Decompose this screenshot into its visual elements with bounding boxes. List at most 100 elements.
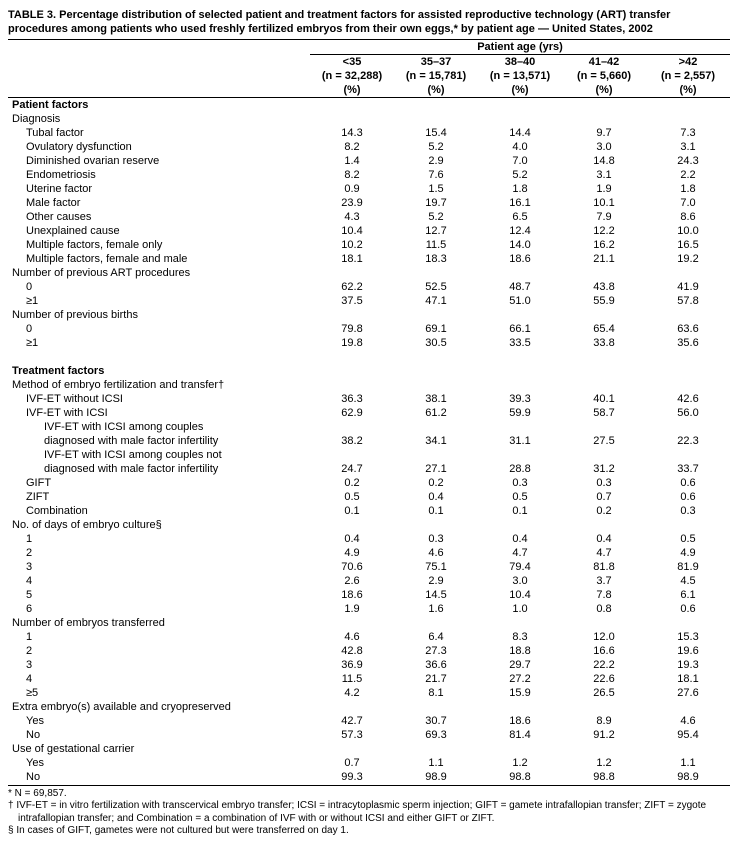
row-label: Combination — [8, 504, 310, 518]
cell-value — [478, 742, 562, 756]
cell-value: 1.0 — [478, 602, 562, 616]
cell-value: 1.2 — [478, 756, 562, 770]
cell-value: 1.1 — [646, 756, 730, 770]
col-n: (n = 32,288) — [310, 69, 394, 83]
cell-value: 4.5 — [646, 574, 730, 588]
cell-value: 6.4 — [394, 630, 478, 644]
cell-value: 98.8 — [562, 770, 646, 784]
cell-value — [562, 112, 646, 126]
cell-value: 0.1 — [394, 504, 478, 518]
row-label: Ovulatory dysfunction — [8, 140, 310, 154]
cell-value — [478, 266, 562, 280]
cell-value — [562, 308, 646, 322]
cell-value: 30.7 — [394, 714, 478, 728]
cell-value: 0.5 — [478, 490, 562, 504]
table-row: 336.936.629.722.219.3 — [8, 658, 730, 672]
cell-value: 0.7 — [562, 490, 646, 504]
cell-value: 16.6 — [562, 644, 646, 658]
row-label: 3 — [8, 560, 310, 574]
row-label: 0 — [8, 280, 310, 294]
table-row: GIFT0.20.20.30.30.6 — [8, 476, 730, 490]
col-pct: (%) — [562, 83, 646, 98]
col-pct: (%) — [478, 83, 562, 98]
cell-value: 0.6 — [646, 602, 730, 616]
cell-value: 15.4 — [394, 126, 478, 140]
cell-value: 51.0 — [478, 294, 562, 308]
cell-value: 81.4 — [478, 728, 562, 742]
cell-value: 8.3 — [478, 630, 562, 644]
table-row: diagnosed with male factor infertility24… — [8, 462, 730, 476]
cell-value: 28.8 — [478, 462, 562, 476]
table-row: ≥137.547.151.055.957.8 — [8, 294, 730, 308]
cell-value: 48.7 — [478, 280, 562, 294]
cell-value: 9.7 — [562, 126, 646, 140]
cell-value: 1.9 — [562, 182, 646, 196]
table-row: 518.614.510.47.86.1 — [8, 588, 730, 602]
cell-value: 42.6 — [646, 392, 730, 406]
row-label: Endometriosis — [8, 168, 310, 182]
cell-value: 12.7 — [394, 224, 478, 238]
cell-value: 41.9 — [646, 280, 730, 294]
cell-value: 27.1 — [394, 462, 478, 476]
cell-value: 3.1 — [562, 168, 646, 182]
cell-value — [478, 700, 562, 714]
row-label: Treatment factors — [8, 364, 310, 378]
cell-value: 0.1 — [310, 504, 394, 518]
cell-value: 47.1 — [394, 294, 478, 308]
cell-value: 10.4 — [310, 224, 394, 238]
cell-value: 57.3 — [310, 728, 394, 742]
row-label: ≥1 — [8, 336, 310, 350]
row-label: Uterine factor — [8, 182, 310, 196]
cell-value: 19.8 — [310, 336, 394, 350]
cell-value: 0.5 — [310, 490, 394, 504]
cell-value: 98.8 — [478, 770, 562, 784]
cell-value: 38.2 — [310, 434, 394, 448]
cell-value — [478, 97, 562, 112]
cell-value: 19.3 — [646, 658, 730, 672]
cell-value: 3.1 — [646, 140, 730, 154]
cell-value — [310, 378, 394, 392]
cell-value — [394, 616, 478, 630]
cell-value: 35.6 — [646, 336, 730, 350]
row-label: Patient factors — [8, 97, 310, 112]
col-pct: (%) — [310, 83, 394, 98]
table-row: No99.398.998.898.898.9 — [8, 770, 730, 784]
row-label: No. of days of embryo culture§ — [8, 518, 310, 532]
table-row: 062.252.548.743.841.9 — [8, 280, 730, 294]
row-label: 6 — [8, 602, 310, 616]
cell-value — [310, 616, 394, 630]
cell-value: 57.8 — [646, 294, 730, 308]
cell-value: 10.1 — [562, 196, 646, 210]
cell-value — [562, 448, 646, 462]
row-label: Number of previous ART procedures — [8, 266, 310, 280]
table-title: TABLE 3. Percentage distribution of sele… — [8, 8, 730, 37]
table-row: 14.66.48.312.015.3 — [8, 630, 730, 644]
cell-value: 0.2 — [562, 504, 646, 518]
cell-value — [310, 518, 394, 532]
cell-value: 1.2 — [562, 756, 646, 770]
cell-value: 7.0 — [478, 154, 562, 168]
row-label: 5 — [8, 588, 310, 602]
table-row: No. of days of embryo culture§ — [8, 518, 730, 532]
table-row: IVF-ET with ICSI among couples — [8, 420, 730, 434]
row-label: Multiple factors, female and male — [8, 252, 310, 266]
cell-value: 2.9 — [394, 154, 478, 168]
cell-value: 4.6 — [394, 546, 478, 560]
col-age: 35–37 — [394, 54, 478, 69]
row-label: 2 — [8, 546, 310, 560]
table-row — [8, 350, 730, 364]
cell-value: 40.1 — [562, 392, 646, 406]
col-pct: (%) — [646, 83, 730, 98]
cell-value: 21.1 — [562, 252, 646, 266]
cell-value — [478, 448, 562, 462]
col-pct: (%) — [394, 83, 478, 98]
cell-value — [394, 742, 478, 756]
cell-value: 11.5 — [394, 238, 478, 252]
cell-value — [646, 742, 730, 756]
table-row: Multiple factors, female only10.211.514.… — [8, 238, 730, 252]
row-label: ≥5 — [8, 686, 310, 700]
cell-value: 18.8 — [478, 644, 562, 658]
cell-value: 8.2 — [310, 168, 394, 182]
cell-value: 61.2 — [394, 406, 478, 420]
row-label: Male factor — [8, 196, 310, 210]
